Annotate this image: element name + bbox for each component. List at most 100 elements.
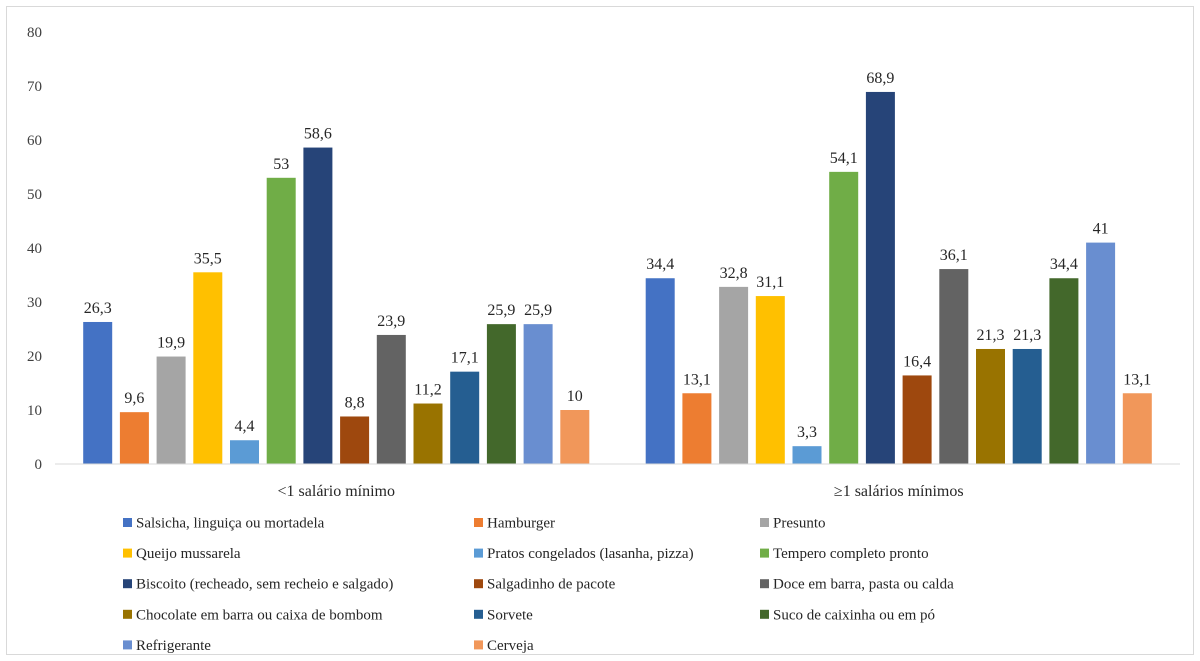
y-axis: 0 10 20 30 40 50 60 70 80 — [27, 25, 42, 473]
data-label: 4,4 — [235, 418, 255, 435]
data-label: 35,5 — [194, 250, 222, 267]
data-label: 25,9 — [524, 302, 552, 319]
legend-label: Biscoito (recheado, sem recheio e salgad… — [136, 577, 393, 593]
y-tick-label: 0 — [35, 457, 43, 473]
legend-swatch — [123, 518, 132, 527]
legend-swatch — [760, 548, 769, 558]
legend-swatch — [123, 640, 132, 650]
bar — [450, 371, 480, 464]
data-label: 10 — [567, 388, 583, 405]
bar — [645, 278, 675, 464]
y-tick-label: 70 — [27, 79, 42, 95]
legend-label: Presunto — [773, 516, 826, 532]
bar — [939, 269, 969, 464]
y-tick-label: 30 — [27, 295, 42, 311]
legend-label: Doce em barra, pasta ou calda — [773, 577, 954, 593]
legend-swatch — [474, 579, 483, 589]
bar — [340, 416, 370, 464]
legend-label: Pratos congelados (lasanha, pizza) — [487, 546, 694, 562]
y-tick-label: 80 — [27, 25, 42, 41]
legend-swatch — [760, 518, 769, 527]
data-label: 9,6 — [124, 390, 144, 407]
legend-swatch — [474, 518, 483, 527]
data-label: 25,9 — [487, 302, 515, 319]
category-label: ≥1 salários mínimos — [834, 483, 964, 500]
data-label: 36,1 — [940, 247, 968, 264]
data-label: 32,8 — [720, 265, 748, 282]
data-label: 26,3 — [84, 300, 112, 317]
bar — [376, 334, 406, 464]
data-label: 54,1 — [830, 150, 858, 167]
bar — [792, 446, 822, 464]
bar — [1122, 393, 1152, 464]
category-label: <1 salário mínimo — [278, 483, 395, 500]
bar — [560, 410, 590, 464]
legend-swatch — [474, 548, 483, 558]
bar — [755, 296, 785, 464]
x-axis: <1 salário mínimo ≥1 salários mínimos — [55, 463, 1180, 500]
bar — [230, 440, 259, 464]
bar — [119, 412, 149, 464]
data-label: 17,1 — [451, 350, 479, 367]
data-label: 16,4 — [903, 353, 931, 370]
bars — [83, 91, 1152, 465]
bar — [976, 348, 1005, 464]
legend-swatch — [123, 609, 132, 619]
bar — [682, 393, 712, 464]
bar — [719, 286, 749, 464]
data-label: 21,3 — [977, 327, 1005, 344]
legend-label: Sorvete — [487, 607, 533, 623]
bar — [1049, 278, 1079, 464]
bar — [193, 272, 223, 464]
data-label: 11,2 — [414, 382, 441, 399]
data-label: 31,1 — [756, 274, 784, 291]
legend-label: Suco de caixinha ou em pó — [773, 607, 935, 623]
bar — [1012, 348, 1042, 464]
data-label: 34,4 — [646, 256, 674, 273]
data-label: 53 — [273, 156, 289, 173]
bar — [266, 177, 296, 465]
data-label: 41 — [1093, 221, 1109, 238]
bar — [829, 171, 859, 465]
bar — [156, 356, 186, 464]
legend-label: Cerveja — [487, 638, 534, 654]
data-label: 3,3 — [797, 424, 817, 441]
legend-label: Hamburger — [487, 516, 555, 532]
legend-swatch — [760, 579, 769, 589]
legend-label: Refrigerante — [136, 638, 211, 654]
data-label: 13,1 — [683, 371, 711, 388]
legend-swatch — [123, 579, 132, 589]
legend-label: Queijo mussarela — [136, 546, 241, 562]
data-label: 34,4 — [1050, 256, 1078, 273]
bar — [83, 321, 113, 464]
bar — [523, 324, 553, 464]
legend-label: Chocolate em barra ou caixa de bombom — [136, 607, 383, 623]
y-tick-label: 50 — [27, 187, 42, 203]
legend-label: Salgadinho de pacote — [487, 577, 616, 593]
legend-swatch — [123, 548, 132, 558]
legend-label: Salsicha, linguiça ou mortadela — [136, 516, 325, 532]
bar — [865, 91, 895, 464]
legend-swatch — [474, 640, 483, 650]
bar — [1086, 242, 1116, 464]
data-label: 68,9 — [866, 70, 894, 87]
legend: Salsicha, linguiça ou mortadela Hamburger… — [123, 516, 954, 654]
data-labels: 26,3 9,6 19,9 35,5 4,4 53 58,6 8,8 23,9 11,2 17,1 2… — [84, 70, 1152, 441]
y-tick-label: 40 — [27, 241, 42, 257]
y-tick-label: 10 — [27, 403, 42, 419]
y-tick-label: 60 — [27, 133, 42, 149]
legend-swatch — [474, 609, 483, 619]
chart-frame — [6, 6, 1194, 655]
data-label: 21,3 — [1013, 327, 1041, 344]
legend-label: Tempero completo pronto — [773, 546, 929, 562]
data-label: 13,1 — [1123, 371, 1151, 388]
bar — [303, 147, 333, 464]
data-label: 58,6 — [304, 126, 332, 143]
data-label: 19,9 — [157, 335, 185, 352]
legend-swatch — [760, 609, 769, 619]
y-tick-label: 20 — [27, 349, 42, 365]
data-label: 23,9 — [377, 313, 405, 330]
bar — [413, 403, 443, 464]
bar — [486, 324, 516, 464]
